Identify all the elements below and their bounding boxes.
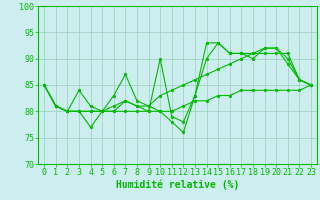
X-axis label: Humidité relative (%): Humidité relative (%): [116, 180, 239, 190]
